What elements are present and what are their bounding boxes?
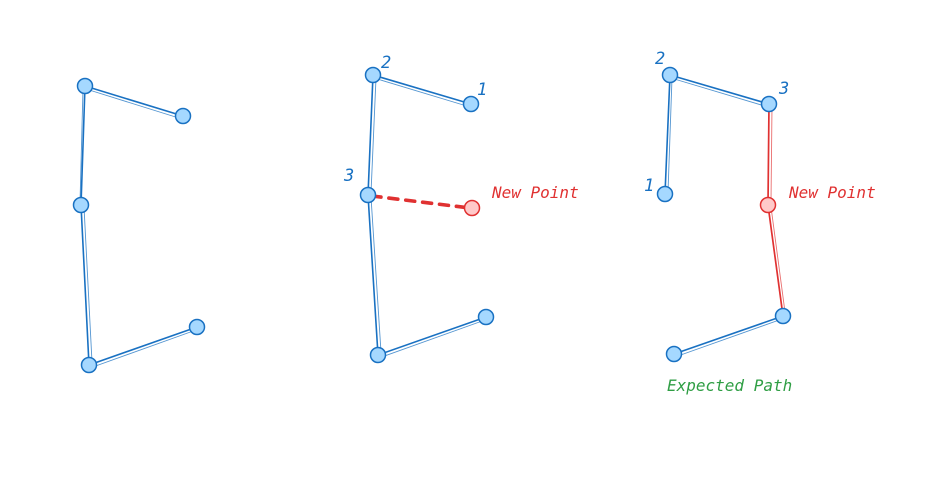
panel-2-point-bottom-right: [477, 308, 495, 326]
panel-3-label-3: 3: [778, 79, 789, 99]
panel-2-edge-upper-spine-ghost: [370, 77, 377, 194]
panel-2-point-bottom-left: [369, 346, 387, 364]
panel-3-point-1: [656, 185, 674, 203]
panel-3-point-3: [760, 95, 778, 113]
panel-2-new-point-label: New Point: [491, 183, 579, 202]
panel-3-new-point: [759, 196, 777, 214]
panel-1-edge-lower-spine-ghost: [83, 206, 93, 363]
panel-3-edge-3-to-new-point-ghost: [770, 105, 773, 203]
panel-3-point-2: [661, 66, 679, 84]
panel-1-edge-bottom-ghost: [89, 329, 197, 369]
panel-3-edge-2-to-3: [669, 74, 770, 105]
panel-1-edge-bottom: [88, 326, 198, 366]
panel-2-edge-bottom-ghost: [378, 319, 486, 359]
panel-2-edges: [367, 74, 487, 359]
panel-2-edge-top: [372, 74, 472, 105]
panel-1-point-top-right: [174, 107, 192, 125]
panel-3-edge-new-point-to-bottom-ghost: [770, 206, 786, 313]
panel-1-edge-top: [84, 85, 184, 117]
panel-3-edge-2-to-3-ghost: [670, 77, 769, 108]
panel-3-points: [656, 66, 792, 363]
panel-3-edges: [664, 74, 786, 358]
panel-2-point-3: [359, 186, 377, 204]
panel-3-point-bottom-right: [774, 307, 792, 325]
panel-3-edge-bottom: [673, 315, 784, 355]
panel-2-edge-lower-spine: [367, 194, 379, 356]
panel-2-labels: 2 1 3 New Point: [343, 53, 579, 202]
panel-2: 2 1 3 New Point: [343, 53, 579, 364]
panel-1-point-bottom-left: [80, 356, 98, 374]
panel-1-edge-upper-spine: [80, 85, 86, 206]
panel-1-edge-top-ghost: [85, 88, 183, 120]
panel-3-edge-3-to-new-point: [767, 103, 770, 206]
panel-3-edge-1-to-2: [664, 74, 671, 195]
panel-2-edge-bottom: [377, 316, 487, 356]
panel-2-label-3: 3: [343, 166, 354, 186]
panel-2-edge-new-point-dashed: [370, 194, 472, 210]
panel-3: 2 3 1 New Point Expected Path: [644, 49, 876, 395]
panel-1-point-middle: [72, 196, 90, 214]
panel-3-label-2: 2: [655, 49, 665, 69]
panel-2-label-1: 1: [477, 80, 487, 100]
panel-2-point-2: [364, 66, 382, 84]
panel-1-point-top-left: [76, 77, 94, 95]
panel-1-points: [72, 77, 206, 374]
panel-2-edge-top-ghost: [373, 77, 471, 108]
panel-1-edges: [79, 85, 198, 369]
panel-3-label-1: 1: [644, 176, 654, 196]
panel-3-edge-bottom-ghost: [674, 318, 783, 358]
panel-2-edge-lower-spine-ghost: [370, 196, 382, 353]
panel-3-caption: Expected Path: [667, 376, 792, 395]
panel-1-point-bottom-right: [188, 318, 206, 336]
panel-3-edge-new-point-to-bottom: [767, 204, 784, 317]
panel-2-point-1: [462, 95, 480, 113]
panel-2-edge-upper-spine: [367, 74, 374, 196]
panel-1-edge-upper-spine-ghost: [79, 88, 84, 204]
panel-3-point-bottom-left: [665, 345, 683, 363]
panel-1-edge-lower-spine: [80, 204, 90, 366]
panel-3-new-point-label: New Point: [788, 183, 876, 202]
panel-2-label-2: 2: [381, 53, 391, 73]
panel-2-new-point: [463, 199, 481, 217]
panel-3-labels: 2 3 1 New Point Expected Path: [644, 49, 876, 395]
panel-2-points: [359, 66, 495, 364]
panel-1: [72, 77, 206, 374]
panel-3-edge-1-to-2-ghost: [667, 77, 673, 193]
